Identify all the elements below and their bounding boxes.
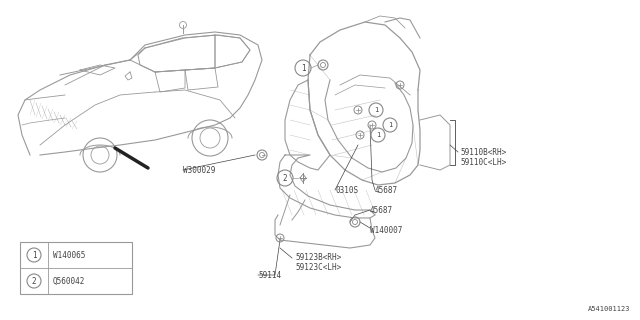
Bar [20,242,132,294]
Text: W140007: W140007 [370,226,403,235]
Text: 59123C<LH>: 59123C<LH> [295,262,341,271]
Text: 59114: 59114 [258,270,281,279]
Text: 2: 2 [32,276,36,285]
Text: 1: 1 [376,132,380,138]
Text: Q560042: Q560042 [53,276,85,285]
Text: 1: 1 [32,251,36,260]
Text: 59123B<RH>: 59123B<RH> [295,253,341,262]
Text: W140065: W140065 [53,251,85,260]
Text: 45687: 45687 [375,186,398,195]
Text: 2: 2 [283,173,287,182]
Text: 1: 1 [388,122,392,128]
Text: A541001123: A541001123 [588,306,630,312]
Text: 45687: 45687 [370,205,393,214]
Text: 59110C<LH>: 59110C<LH> [460,157,506,166]
Text: 59110B<RH>: 59110B<RH> [460,148,506,156]
Text: W300029: W300029 [183,165,216,174]
Text: 1: 1 [374,107,378,113]
Text: 0310S: 0310S [335,186,358,195]
Text: 1: 1 [301,63,305,73]
